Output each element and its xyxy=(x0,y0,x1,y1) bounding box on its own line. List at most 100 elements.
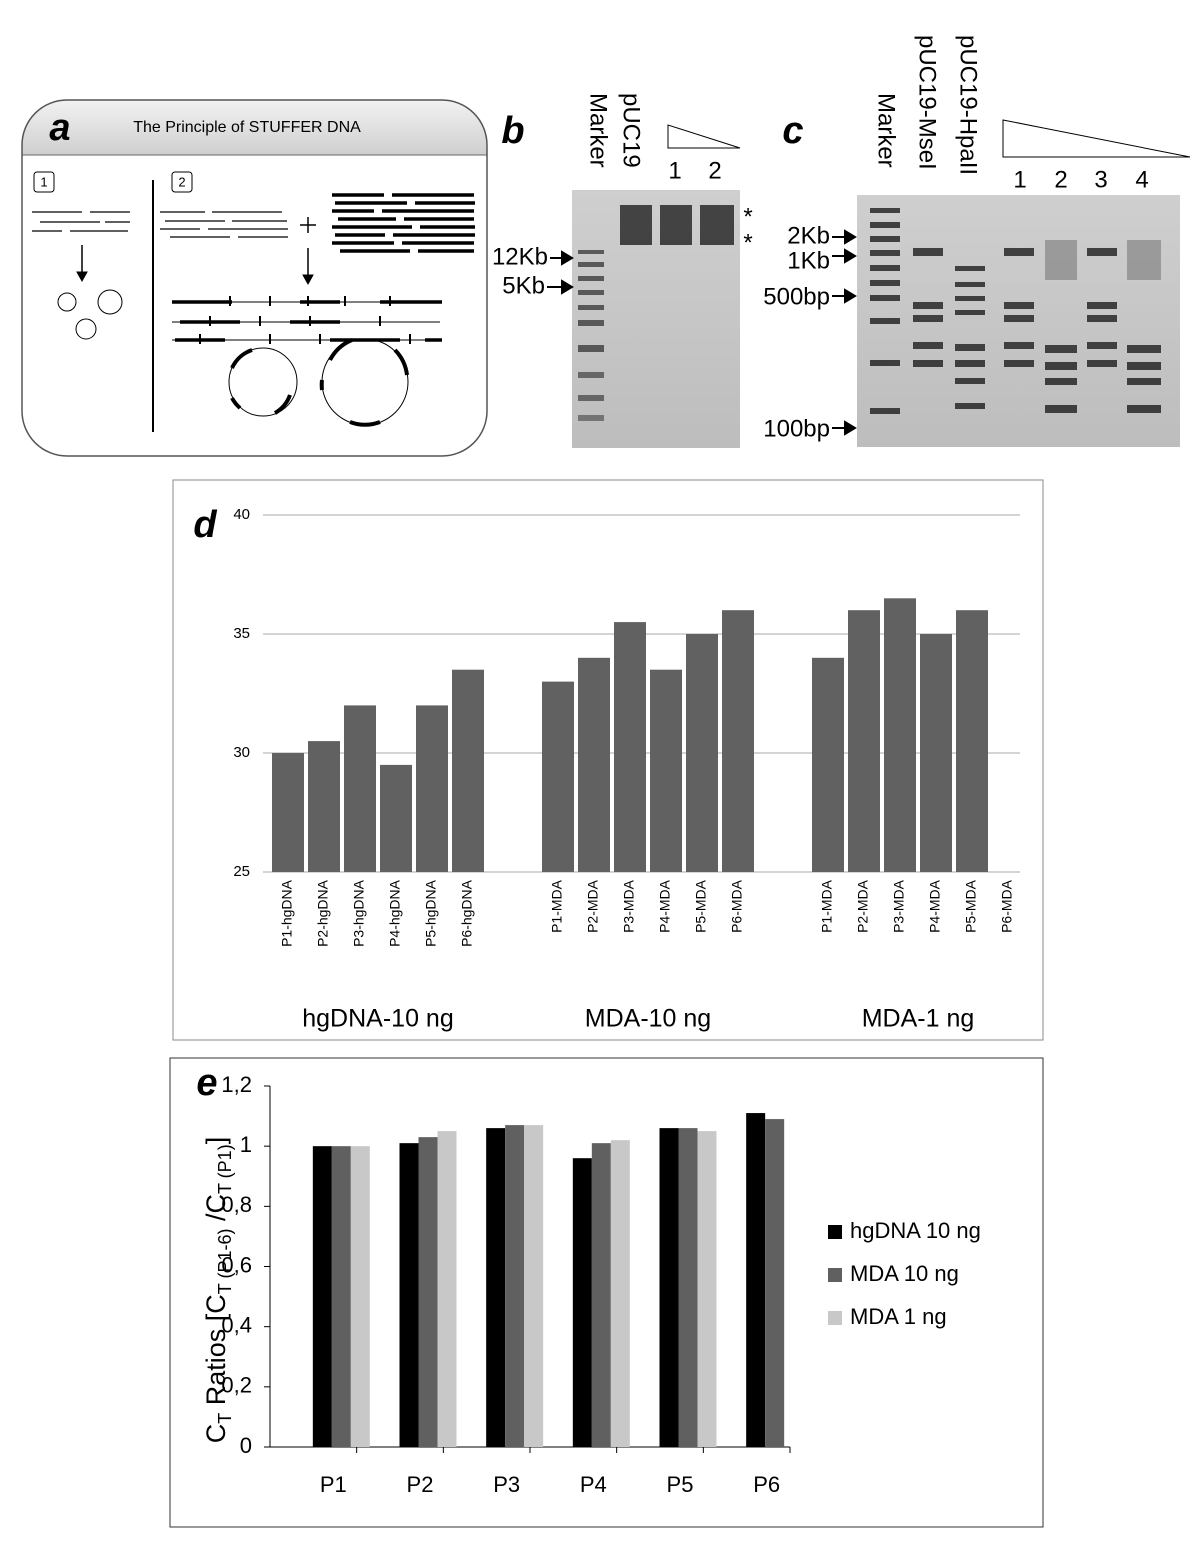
bar xyxy=(437,1131,457,1447)
bar xyxy=(686,634,718,872)
x-tick-label: P2-MDA xyxy=(585,879,601,933)
gradient-wedge xyxy=(1002,119,1191,158)
panel-letter: e xyxy=(196,1062,217,1104)
bar xyxy=(812,657,844,872)
x-tick-label: P2-MDA xyxy=(855,879,871,933)
bar xyxy=(486,1128,506,1447)
legend-label: MDA 10 ng xyxy=(850,1261,959,1286)
panel-a: a The Principle of STUFFER DNA 1 2 xyxy=(21,99,488,457)
legend-label: MDA 1 ng xyxy=(850,1304,947,1329)
x-tick-label: P6-MDA xyxy=(729,879,745,933)
y-tick-label: 40 xyxy=(233,506,250,523)
lane-label: Marker xyxy=(873,93,900,168)
marker-label: 1Kb xyxy=(787,247,830,274)
bar xyxy=(344,705,376,872)
legend-swatch xyxy=(828,1268,842,1282)
fragments xyxy=(32,193,475,427)
y-tick-label: 0,2 xyxy=(221,1373,252,1398)
y-tick-label: 0,8 xyxy=(221,1192,252,1217)
x-tick-label: P5-MDA xyxy=(693,879,709,933)
lane-label: Marker xyxy=(585,93,612,168)
x-tick-label: P3 xyxy=(493,1472,520,1497)
y-tick-label: 0,6 xyxy=(221,1252,252,1277)
bar xyxy=(416,705,448,872)
marker-label: 2Kb xyxy=(787,222,830,249)
y-tick-label: 25 xyxy=(233,863,250,880)
marker-label: 100bp xyxy=(763,415,830,442)
lane-label: 2 xyxy=(708,157,721,184)
x-tick-label: P3-MDA xyxy=(621,879,637,933)
bar xyxy=(765,1119,785,1447)
bar xyxy=(380,764,412,872)
y-axis-label: CT Ratios [CT (P1-6) /CT (P1)] xyxy=(201,1137,235,1443)
marker-arrow xyxy=(547,279,574,295)
panel-letter: c xyxy=(782,110,803,152)
panel-b: b Marker pUC19 1 2 12Kb 5Kb * * xyxy=(492,93,753,448)
bar xyxy=(399,1143,419,1447)
bar xyxy=(920,634,952,872)
legend-label: hgDNA 10 ng xyxy=(850,1218,981,1243)
lane-label: pUC19-MseI xyxy=(914,35,941,170)
step-box xyxy=(33,171,55,193)
x-tick-label: P2-hgDNA xyxy=(315,879,331,947)
group-label: MDA-1 ng xyxy=(862,1005,975,1033)
lane-label: 1 xyxy=(668,157,681,184)
lane-label: 2 xyxy=(1054,166,1067,193)
bar xyxy=(308,741,340,872)
chart-frame xyxy=(169,1057,1044,1528)
step-number: 1 xyxy=(40,174,47,189)
legend-swatch xyxy=(828,1311,842,1325)
x-tick-label: P6-hgDNA xyxy=(459,879,475,947)
y-tick-label: 35 xyxy=(233,625,250,642)
x-tick-label: P3-hgDNA xyxy=(351,879,367,947)
marker-label: 500bp xyxy=(763,283,830,310)
x-tick-label: P1-hgDNA xyxy=(279,879,295,947)
marker-arrow xyxy=(832,248,857,264)
y-label-subscript: T (P1-6) xyxy=(215,1228,235,1294)
bar xyxy=(650,669,682,872)
band-star: * xyxy=(743,203,752,230)
x-tick-label: P4 xyxy=(580,1472,607,1497)
marker-arrow xyxy=(550,250,574,266)
panel-letter: a xyxy=(49,107,70,149)
gradient-wedge xyxy=(667,124,741,149)
bar xyxy=(572,1158,592,1447)
x-tick-label: P5-hgDNA xyxy=(423,879,439,947)
step-box xyxy=(171,171,193,193)
y-label-part: C xyxy=(201,1424,231,1444)
x-tick-label: P1-MDA xyxy=(819,879,835,933)
x-tick-label: P4-MDA xyxy=(927,879,943,933)
bar xyxy=(746,1113,766,1447)
lane-label: 3 xyxy=(1094,166,1107,193)
bar xyxy=(610,1140,630,1447)
marker-label: 5Kb xyxy=(502,272,545,299)
band-star: * xyxy=(743,229,752,256)
bar xyxy=(848,610,880,872)
panel-letter: d xyxy=(193,504,217,546)
group-label: hgDNA-10 ng xyxy=(302,1005,453,1033)
x-tick-label: P3-MDA xyxy=(891,879,907,933)
panel-title: The Principle of STUFFER DNA xyxy=(133,119,361,136)
lane-label: 1 xyxy=(1013,166,1026,193)
step-number: 2 xyxy=(178,174,185,189)
y-label-subscript: T (P1) xyxy=(215,1144,235,1194)
y-label-part: Ratios [C xyxy=(201,1294,231,1413)
panel-letter: b xyxy=(501,110,524,152)
bar xyxy=(697,1131,717,1447)
legend-swatch xyxy=(828,1225,842,1239)
gel-bands xyxy=(578,205,734,421)
marker-label: 12Kb xyxy=(492,243,548,270)
x-tick-label: P1-MDA xyxy=(549,879,565,933)
bar xyxy=(956,610,988,872)
group-label: MDA-10 ng xyxy=(585,1005,711,1033)
bar xyxy=(524,1125,544,1447)
marker-arrow xyxy=(832,288,857,304)
bar xyxy=(452,669,484,872)
bar xyxy=(272,753,304,872)
bar xyxy=(659,1128,679,1447)
bar xyxy=(591,1143,611,1447)
bar xyxy=(614,622,646,872)
panel-header xyxy=(22,100,487,155)
y-label-part: /C xyxy=(201,1194,231,1229)
